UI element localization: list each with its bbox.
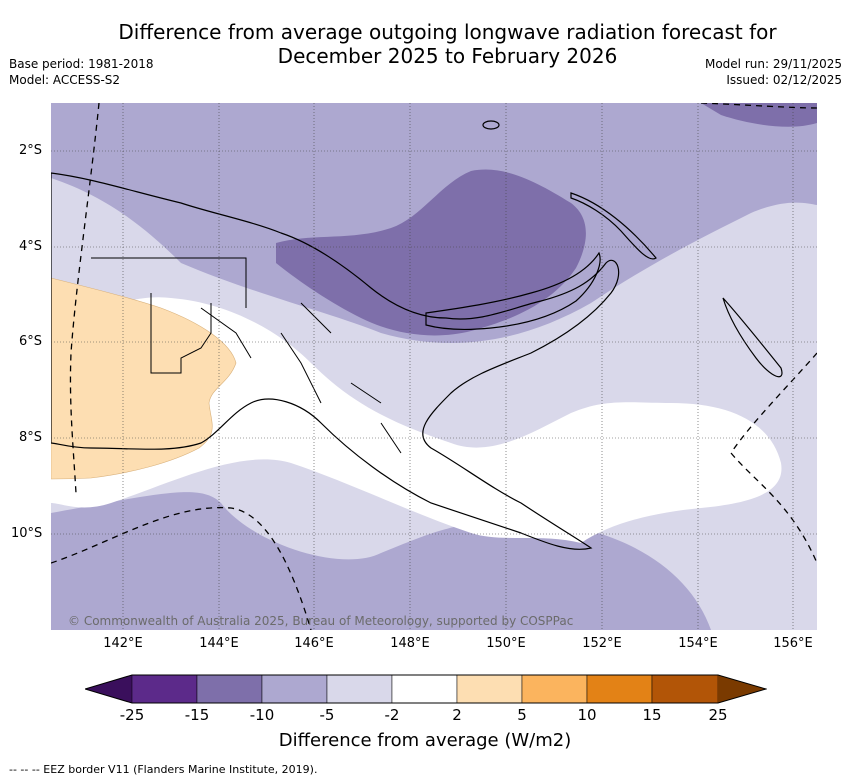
lon-label: 154°E	[678, 636, 718, 651]
colorbar-segment	[391, 674, 458, 704]
lat-label: 8°S	[19, 430, 43, 445]
colorbar	[85, 674, 767, 704]
copyright-notice: © Commonwealth of Australia 2025, Bureau…	[68, 614, 574, 628]
map-panel	[51, 103, 817, 630]
title-line-2: December 2025 to February 2026	[277, 44, 618, 68]
graticule	[51, 103, 817, 630]
colorbar-tick: -10	[249, 706, 275, 724]
meta-left: Base period: 1981-2018 Model: ACCESS-S2	[9, 56, 154, 88]
international-border	[150, 293, 212, 374]
lon-label: 156°E	[773, 636, 813, 651]
colorbar-segment	[131, 674, 198, 704]
chart-title: Difference from average outgoing longwav…	[100, 20, 795, 68]
lon-label: 148°E	[390, 636, 430, 651]
bougainville-coastline	[722, 297, 783, 378]
lon-label: 152°E	[582, 636, 622, 651]
lon-label: 150°E	[486, 636, 526, 651]
model-name: Model: ACCESS-S2	[9, 73, 121, 87]
base-period: Base period: 1981-2018	[9, 57, 154, 71]
lat-label: 6°S	[19, 334, 43, 349]
colorbar-tick: 10	[577, 706, 597, 724]
colorbar-segment	[651, 674, 719, 704]
colorbar-segment	[261, 674, 328, 704]
eez-border-line	[51, 103, 817, 630]
colorbar-tick: -2	[384, 706, 400, 724]
lon-label: 142°E	[103, 636, 143, 651]
colorbar-segment	[326, 674, 393, 704]
lon-label: 146°E	[294, 636, 334, 651]
colorbar-label: Difference from average (W/m2)	[278, 730, 572, 751]
province-borders	[91, 257, 402, 454]
colorbar-tick: 15	[642, 706, 662, 724]
lon-label: 144°E	[199, 636, 239, 651]
lat-label: 2°S	[19, 143, 43, 158]
colorbar-segment	[586, 674, 653, 704]
meta-right: Model run: 29/11/2025 Issued: 02/12/2025	[705, 56, 842, 88]
colorbar-tick: 2	[452, 706, 462, 724]
colorbar-tick: 5	[517, 706, 527, 724]
new-guinea-coastline	[51, 172, 620, 550]
anomaly-strong-negative-ne	[701, 103, 817, 127]
colorbar-segment	[521, 674, 588, 704]
new-britain-coastline	[425, 251, 601, 331]
issued-date: Issued: 02/12/2025	[726, 73, 842, 87]
colorbar-extend-low	[85, 675, 132, 703]
anomaly-strong-negative-core	[276, 169, 586, 336]
colorbar-tick: 25	[708, 706, 728, 724]
lat-label: 10°S	[11, 526, 43, 541]
colorbar-tick: -25	[119, 706, 145, 724]
title-line-1: Difference from average outgoing longwav…	[118, 20, 777, 44]
colorbar-extend-high	[718, 675, 766, 703]
colorbar-tick: -5	[319, 706, 335, 724]
colorbar-segment	[196, 674, 263, 704]
manus-island	[482, 120, 500, 130]
model-run: Model run: 29/11/2025	[704, 57, 842, 71]
map-svg	[51, 103, 817, 630]
colorbar-outline	[85, 674, 767, 704]
colorbar-tick: -15	[184, 706, 210, 724]
new-ireland-coastline	[570, 192, 657, 260]
anomaly-positive-region	[51, 277, 237, 480]
colorbar-segment	[456, 674, 523, 704]
lat-label: 4°S	[19, 239, 43, 254]
eez-legend-note: -- -- -- EEZ border V11 (Flanders Marine…	[9, 763, 318, 776]
